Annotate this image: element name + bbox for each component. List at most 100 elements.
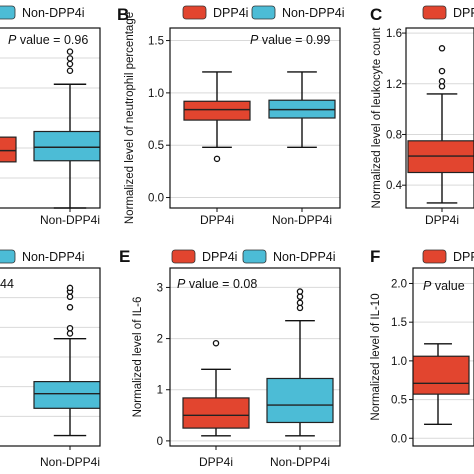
plot-frame [0, 267, 101, 447]
panel-a: Non-DPP4i Non-DPP4i P value = 0.96 [0, 5, 101, 227]
panel-letter: F [370, 247, 380, 266]
y-tick-label: 1.5 [391, 317, 407, 329]
panel-letter: B [117, 5, 129, 24]
p-italic: P [423, 279, 432, 293]
p-value-text: value = 0.08 [185, 277, 257, 291]
p-value-annotation: P value = 0.08 [177, 277, 257, 291]
legend-label: DPP4i [202, 250, 237, 264]
legend-label: Non-DPP4i [22, 6, 85, 20]
outlier-point [296, 304, 304, 312]
y-tick-label: 1.0 [148, 88, 164, 100]
p-value-text: value [431, 279, 464, 293]
plot-frame [412, 267, 474, 447]
y-tick-label: 0.0 [391, 433, 407, 445]
plot-area [170, 286, 340, 442]
outlier-point [213, 155, 221, 163]
box-iqr [0, 136, 17, 163]
x-tick-label: DPP4i [200, 213, 234, 227]
y-tick-label: 1.2 [386, 79, 402, 91]
outlier-point [66, 67, 74, 75]
box-iqr [183, 100, 251, 121]
outlier-point [296, 299, 304, 307]
y-axis-title: Normalized level of neutrophil percentag… [124, 12, 136, 224]
box-non-dpp4i [266, 288, 334, 437]
y-axis-title: Normalized level of leukocyte count [371, 27, 383, 209]
x-tick-label: DPP4i [199, 455, 233, 469]
box-iqr [182, 397, 250, 429]
x-tick-label: Non-DPP4i [40, 455, 100, 469]
plot-frame [405, 27, 474, 209]
plot-area [0, 48, 100, 209]
legend-swatch-dpp4i [182, 5, 207, 20]
outlier-point [66, 48, 74, 55]
box-iqr [266, 377, 334, 424]
legend-label: Non-DPP4i [22, 250, 85, 264]
box-non-dpp4i [33, 48, 100, 209]
p-value-text: value = 0.96 [16, 33, 88, 47]
outlier-point [66, 60, 74, 68]
plot-area [0, 284, 100, 437]
p-value-annotation: P value = 0.99 [250, 33, 330, 47]
panel-letter: E [119, 247, 130, 266]
legend-swatch-dpp4i [422, 5, 447, 20]
box-dpp4i [182, 339, 250, 437]
p-value-text: 44 [0, 277, 14, 291]
legend-swatch-non-dpp4i [251, 5, 276, 20]
outlier-point [438, 67, 446, 75]
panel-f: 0.0 0.5 1.0 1.5 2.0 Normalized level of IL-10… [370, 247, 474, 447]
x-tick-label: Non-DPP4i [272, 213, 332, 227]
outlier-point [438, 77, 446, 85]
y-tick-label: 0.5 [148, 140, 164, 152]
y-tick-label: 1.6 [386, 28, 402, 40]
legend-swatch-dpp4i [422, 249, 447, 264]
x-tick-label: DPP4i [425, 213, 459, 227]
box-iqr [413, 355, 470, 395]
box-dpp4i [0, 136, 17, 163]
p-value-annotation: P value = 0.96 [8, 33, 88, 47]
panel-d: Non-DPP4i Non-DPP4i 44 [0, 249, 101, 469]
x-tick-label: Non-DPP4i [40, 213, 100, 227]
p-italic: P [250, 33, 259, 47]
p-value-text: value = 0.99 [258, 33, 330, 47]
box-dpp4i [183, 71, 251, 163]
outlier-point [438, 45, 446, 52]
panel-b: 0.0 0.5 1.0 1.5 DPP4i Non-DPP4i Normalized lev… [117, 5, 345, 227]
y-tick-label: 0.4 [386, 180, 403, 192]
y-tick-label: 0.5 [391, 395, 407, 407]
outlier-point [66, 284, 74, 292]
box-non-dpp4i [33, 284, 100, 437]
y-axis-title: Normalized level of IL-10 [370, 293, 382, 420]
y-axis-title: Normalized level of IL-6 [132, 297, 144, 418]
outlier-point [296, 288, 304, 295]
legend-swatch-non-dpp4i [0, 5, 16, 20]
y-tick-label: 0 [157, 436, 163, 448]
panel-e: 0 1 2 3 DPP4i Non-DPP4i Normalized level of IL… [119, 247, 341, 469]
outlier-point [66, 324, 74, 332]
legend-label: DPP4i [453, 6, 474, 20]
legend-swatch-non-dpp4i [242, 249, 267, 264]
plot-frame [169, 267, 341, 447]
plot-frame [169, 27, 341, 209]
x-tick-label: Non-DPP4i [270, 455, 330, 469]
y-tick-label: 1.0 [391, 356, 407, 368]
box-iqr [33, 130, 100, 162]
legend-label: DPP4i [213, 6, 248, 20]
p-italic: P [8, 33, 17, 47]
plot-frame [0, 27, 101, 209]
legend-label: DPP4i [453, 250, 474, 264]
p-italic: P [177, 277, 186, 291]
legend-swatch-dpp4i [171, 249, 196, 264]
outlier-point [66, 304, 74, 311]
y-tick-label: 0.8 [386, 129, 402, 141]
plot-area [413, 282, 474, 439]
box-iqr [33, 381, 100, 409]
p-value-annotation: 44 [0, 277, 14, 291]
box-dpp4i [407, 45, 474, 204]
legend-swatch-non-dpp4i [0, 249, 16, 264]
box-dpp4i [413, 343, 470, 426]
y-tick-label: 0.0 [148, 193, 164, 205]
plot-area [406, 32, 474, 204]
box-non-dpp4i [268, 71, 336, 149]
outlier-point [296, 293, 304, 300]
